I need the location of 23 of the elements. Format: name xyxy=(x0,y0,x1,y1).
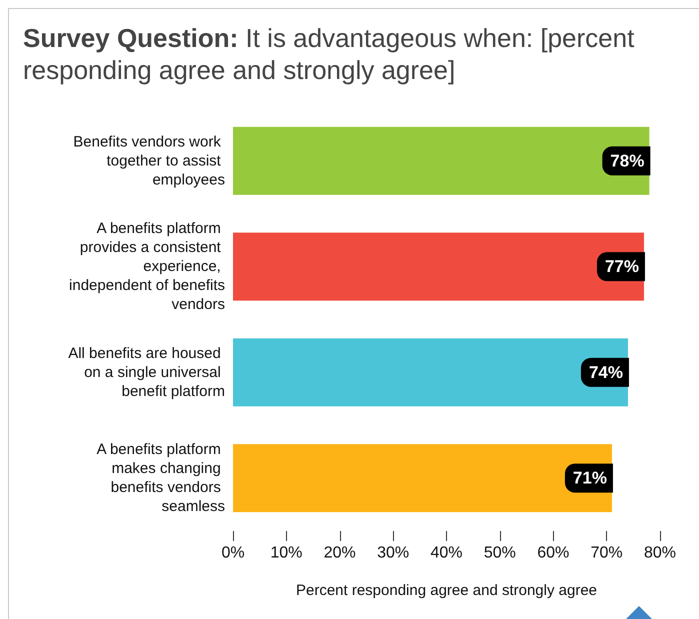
x-tick-label: 80% xyxy=(644,544,676,562)
x-tick-label: 50% xyxy=(484,544,516,562)
x-tick-label: 30% xyxy=(377,544,410,562)
chart-title: Survey Question: It is advantageous when: [percent responding agree and strongly agree] xyxy=(23,22,636,86)
data-label: 74% xyxy=(588,362,623,382)
x-tick-label: 40% xyxy=(430,544,463,562)
x-tick-label: 10% xyxy=(270,544,302,562)
data-label: 71% xyxy=(572,468,607,488)
data-label: 77% xyxy=(604,257,639,276)
y-tick-label: A benefits platform makes changing benefits vendors seamless xyxy=(96,441,225,516)
y-tick-label: A benefits platform provides a consistent experience, independent of benefits vendors xyxy=(69,220,225,314)
x-tick-label: 20% xyxy=(324,544,356,562)
x-axis-title: Percent responding agree and strongly agree xyxy=(296,582,598,599)
data-label: 78% xyxy=(610,151,644,170)
bar xyxy=(233,126,650,195)
bar xyxy=(233,444,612,512)
x-tick-label: 70% xyxy=(590,544,623,562)
y-tick-label: Benefits vendors work together to assist employees xyxy=(73,133,225,188)
bar xyxy=(233,338,628,406)
x-tick-label: 60% xyxy=(537,544,570,562)
bar xyxy=(233,232,644,301)
y-tick-label: All benefits are housed on a single universal benefit platform xyxy=(68,344,225,400)
x-tick-label: 0% xyxy=(221,544,245,562)
